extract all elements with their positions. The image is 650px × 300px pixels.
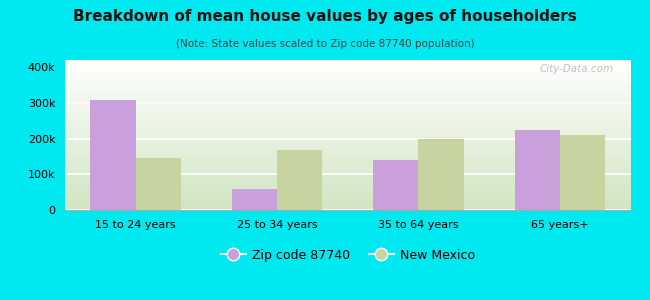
Bar xyxy=(90,100,136,210)
Bar xyxy=(419,139,463,210)
Bar xyxy=(277,150,322,210)
Bar xyxy=(373,160,419,210)
Legend: Zip code 87740, New Mexico: Zip code 87740, New Mexico xyxy=(216,244,480,267)
Bar xyxy=(515,130,560,210)
Bar xyxy=(232,189,277,210)
Text: Breakdown of mean house values by ages of householders: Breakdown of mean house values by ages o… xyxy=(73,9,577,24)
Bar xyxy=(560,135,605,210)
Text: (Note: State values scaled to Zip code 87740 population): (Note: State values scaled to Zip code 8… xyxy=(176,39,474,49)
Bar xyxy=(136,158,181,210)
Text: City-Data.com: City-Data.com xyxy=(540,64,614,74)
